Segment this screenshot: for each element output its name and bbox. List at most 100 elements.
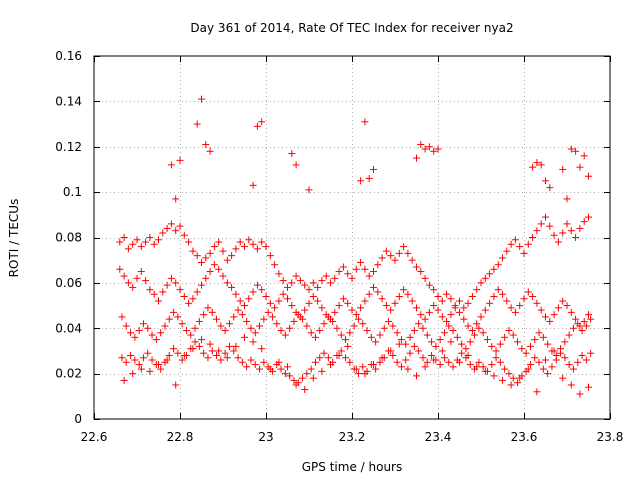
data-point	[127, 351, 135, 359]
data-point	[180, 351, 188, 359]
data-point	[195, 317, 203, 325]
data-point	[150, 240, 158, 248]
data-point	[193, 252, 201, 260]
data-point	[481, 306, 489, 314]
data-point	[516, 374, 524, 382]
data-point	[127, 329, 135, 337]
data-point	[434, 145, 442, 153]
y-tick-labels: 0 0.02 0.04 0.06 0.08 0.1 0.12 0.14 0.16	[55, 49, 82, 426]
data-point	[370, 165, 377, 173]
data-point	[260, 358, 268, 366]
data-point	[563, 195, 571, 203]
data-point	[483, 336, 491, 344]
data-point	[198, 258, 205, 266]
data-point	[350, 322, 358, 330]
data-point	[202, 254, 210, 262]
data-point	[389, 322, 397, 330]
data-point	[311, 333, 319, 341]
data-point	[116, 265, 124, 273]
data-point	[475, 324, 483, 332]
data-point	[155, 297, 162, 305]
x-tick-label: 22.6	[81, 430, 108, 444]
x-tick-label: 23.4	[425, 430, 452, 444]
data-point	[150, 290, 158, 298]
data-point	[382, 302, 390, 310]
data-point	[260, 315, 268, 323]
data-point	[365, 272, 373, 280]
data-point	[361, 370, 369, 378]
data-point	[256, 365, 264, 373]
data-point	[376, 331, 384, 339]
data-point	[337, 347, 345, 355]
data-point	[281, 370, 289, 378]
data-point	[565, 331, 573, 339]
data-point	[344, 342, 352, 350]
data-point	[230, 347, 238, 355]
data-point	[170, 345, 178, 353]
data-point	[415, 347, 423, 355]
chart-title: Day 361 of 2014, Rate Of TEC Index for r…	[190, 21, 513, 35]
data-point	[247, 324, 255, 332]
data-point	[466, 338, 474, 346]
data-point	[385, 317, 393, 325]
data-point	[193, 288, 201, 296]
data-point	[292, 272, 300, 280]
data-point	[496, 340, 504, 348]
grid	[94, 56, 610, 419]
data-point	[460, 304, 468, 312]
data-point	[456, 297, 463, 305]
data-point	[565, 361, 573, 369]
data-point	[537, 161, 545, 169]
data-point	[576, 163, 584, 171]
data-point	[245, 236, 253, 244]
data-points	[116, 95, 595, 398]
data-point	[546, 222, 554, 230]
data-point	[567, 145, 575, 153]
data-point	[288, 279, 296, 287]
data-point	[505, 327, 513, 335]
data-point	[524, 288, 532, 296]
data-point	[135, 327, 143, 335]
data-point	[152, 336, 160, 344]
data-point	[187, 331, 195, 339]
data-point	[440, 329, 448, 337]
y-tick-label: 0.02	[55, 367, 82, 381]
data-point	[124, 279, 132, 287]
data-point	[587, 349, 595, 357]
data-point	[243, 363, 251, 371]
data-point	[335, 302, 343, 310]
data-point	[327, 279, 334, 287]
data-point	[357, 258, 365, 266]
data-point	[144, 349, 152, 357]
data-point	[247, 356, 255, 364]
data-point	[221, 349, 229, 357]
data-point	[348, 306, 356, 314]
data-point	[286, 324, 294, 332]
data-point	[303, 370, 311, 378]
data-point	[202, 140, 210, 148]
data-point	[378, 295, 386, 303]
data-point	[284, 295, 291, 303]
data-point	[413, 154, 420, 162]
data-point	[131, 333, 139, 341]
data-point	[120, 376, 128, 384]
data-point	[208, 347, 216, 355]
data-point	[430, 286, 438, 294]
x-tick-label: 22.8	[167, 430, 194, 444]
data-point	[397, 336, 405, 344]
data-point	[552, 356, 560, 364]
data-point	[468, 292, 476, 300]
data-point	[378, 354, 386, 362]
data-point	[277, 365, 285, 373]
data-point	[445, 322, 453, 330]
data-point	[148, 356, 156, 364]
data-point	[359, 363, 367, 371]
data-point	[249, 240, 257, 248]
data-point	[346, 358, 354, 366]
data-point	[225, 320, 233, 328]
data-point	[167, 274, 175, 282]
data-point	[290, 376, 298, 384]
data-point	[275, 358, 283, 366]
data-point	[430, 147, 438, 155]
data-point	[490, 372, 498, 380]
